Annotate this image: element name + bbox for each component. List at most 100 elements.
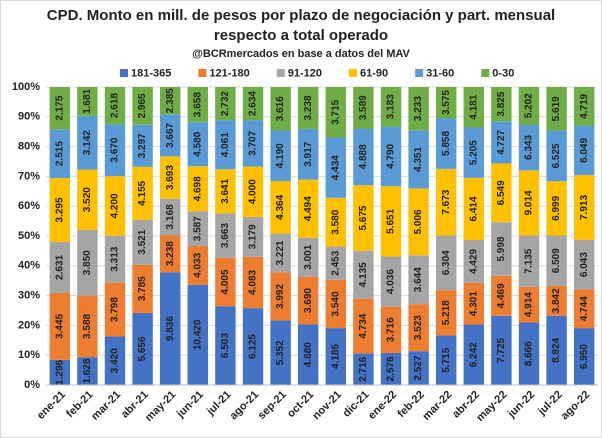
bar-segment xyxy=(435,235,457,291)
data-label: 2.631 xyxy=(54,255,65,280)
bar-segment xyxy=(435,118,457,169)
bar-segment xyxy=(408,130,429,189)
data-label: 2.732 xyxy=(220,91,231,116)
bar-segment xyxy=(270,87,291,131)
bar-segment xyxy=(132,87,153,125)
legend-swatch xyxy=(198,69,207,77)
data-label: 4.680 xyxy=(303,342,314,367)
bar-segment xyxy=(380,126,402,187)
legend-label: 91-120 xyxy=(288,67,322,79)
data-label: 3.842 xyxy=(551,288,562,313)
bar-segment xyxy=(297,237,319,277)
data-label: 5.998 xyxy=(496,236,507,261)
data-label: 7.673 xyxy=(441,189,452,214)
bar-segment xyxy=(353,128,374,186)
data-label: 3.295 xyxy=(54,197,65,222)
data-label: 4.580 xyxy=(192,131,203,156)
data-label: 8.666 xyxy=(524,341,535,366)
chart-subtitle: @BCRmercados en base a datos del MAV xyxy=(192,48,410,60)
data-label: 3.670 xyxy=(110,137,121,162)
bar-segment xyxy=(546,285,567,316)
data-label: 3.917 xyxy=(303,141,314,166)
data-label: 7.725 xyxy=(496,337,507,362)
data-label: 3.221 xyxy=(275,240,286,265)
data-label: 3.707 xyxy=(248,130,259,155)
data-label: 3.313 xyxy=(110,246,121,271)
data-label: 1.628 xyxy=(82,358,93,383)
data-label: 4.190 xyxy=(275,143,286,168)
y-tick-label: 10% xyxy=(18,349,40,361)
data-label: 4.033 xyxy=(192,252,203,277)
bar-segment xyxy=(491,315,512,385)
data-label: 4.301 xyxy=(468,291,479,316)
data-label: 5.675 xyxy=(358,205,369,230)
data-label: 5.006 xyxy=(413,209,424,234)
bar-segment xyxy=(77,295,98,358)
legend-label: 61-90 xyxy=(360,67,388,79)
data-label: 6.049 xyxy=(579,137,590,162)
bar-segment xyxy=(215,120,236,170)
bar-segment xyxy=(187,122,209,167)
data-label: 4.005 xyxy=(220,269,231,294)
data-label: 3.523 xyxy=(413,315,424,340)
bar-segment xyxy=(215,306,236,385)
y-tick-label: 50% xyxy=(18,230,40,242)
data-label: 3.238 xyxy=(303,95,314,120)
data-label: 5.218 xyxy=(441,300,452,325)
data-label: 4.181 xyxy=(468,94,479,119)
data-label: 9.836 xyxy=(165,316,176,341)
data-label: 2.576 xyxy=(386,356,397,381)
data-label: 4.888 xyxy=(358,144,369,169)
bar-segment xyxy=(380,87,402,127)
bar-segment xyxy=(518,322,540,385)
bar-segment xyxy=(104,235,126,283)
data-label: 3.667 xyxy=(165,122,176,147)
bar-segment xyxy=(242,166,264,217)
data-label: 4.061 xyxy=(220,132,231,157)
bar-segment xyxy=(353,185,374,251)
bar-segment xyxy=(353,250,374,299)
bar-segment xyxy=(104,124,126,177)
bar-segment xyxy=(491,275,512,316)
data-label: 8.924 xyxy=(551,337,562,362)
bar-segment xyxy=(546,87,567,131)
bar-segment xyxy=(270,233,291,273)
data-label: 6.525 xyxy=(551,143,562,168)
data-label: 4.351 xyxy=(413,146,424,171)
y-tick-label: 70% xyxy=(18,170,40,182)
bar-segment xyxy=(408,87,429,131)
bar-segment xyxy=(518,286,540,323)
bar-segment xyxy=(132,124,153,167)
bar-segment xyxy=(463,282,485,325)
chart-title: CPD. Monto en mill. de pesos por plazo d… xyxy=(47,7,555,24)
data-label: 4.185 xyxy=(330,344,341,369)
data-label: 3.297 xyxy=(137,133,148,158)
data-label: 3.589 xyxy=(358,95,369,120)
data-label: 1.296 xyxy=(54,359,65,384)
bar-segment xyxy=(215,213,236,258)
data-label: 3.420 xyxy=(110,348,121,373)
bar-segment xyxy=(546,130,567,182)
data-label: 4.727 xyxy=(496,129,507,154)
data-label: 4.469 xyxy=(496,283,507,308)
bar-segment xyxy=(297,128,319,180)
bar-segment xyxy=(380,352,402,385)
data-label: 4.734 xyxy=(358,313,369,338)
data-label: 6.509 xyxy=(551,248,562,273)
data-label: 3.641 xyxy=(220,178,231,203)
bar-segment xyxy=(104,282,126,337)
bar-segment xyxy=(104,87,126,125)
data-label: 3.238 xyxy=(165,241,176,266)
bar-segment xyxy=(159,114,181,157)
data-label: 6.999 xyxy=(551,195,562,220)
data-label: 2.965 xyxy=(137,93,148,118)
bar-segment xyxy=(463,87,485,128)
data-label: 3.520 xyxy=(82,187,93,212)
bar-segment xyxy=(49,87,71,130)
data-label: 3.587 xyxy=(192,216,203,241)
bar-segment xyxy=(132,312,153,385)
bar-segment xyxy=(573,239,595,290)
data-label: 2.175 xyxy=(54,95,65,120)
bar-segment xyxy=(242,256,264,309)
data-label: 5.715 xyxy=(441,347,452,372)
